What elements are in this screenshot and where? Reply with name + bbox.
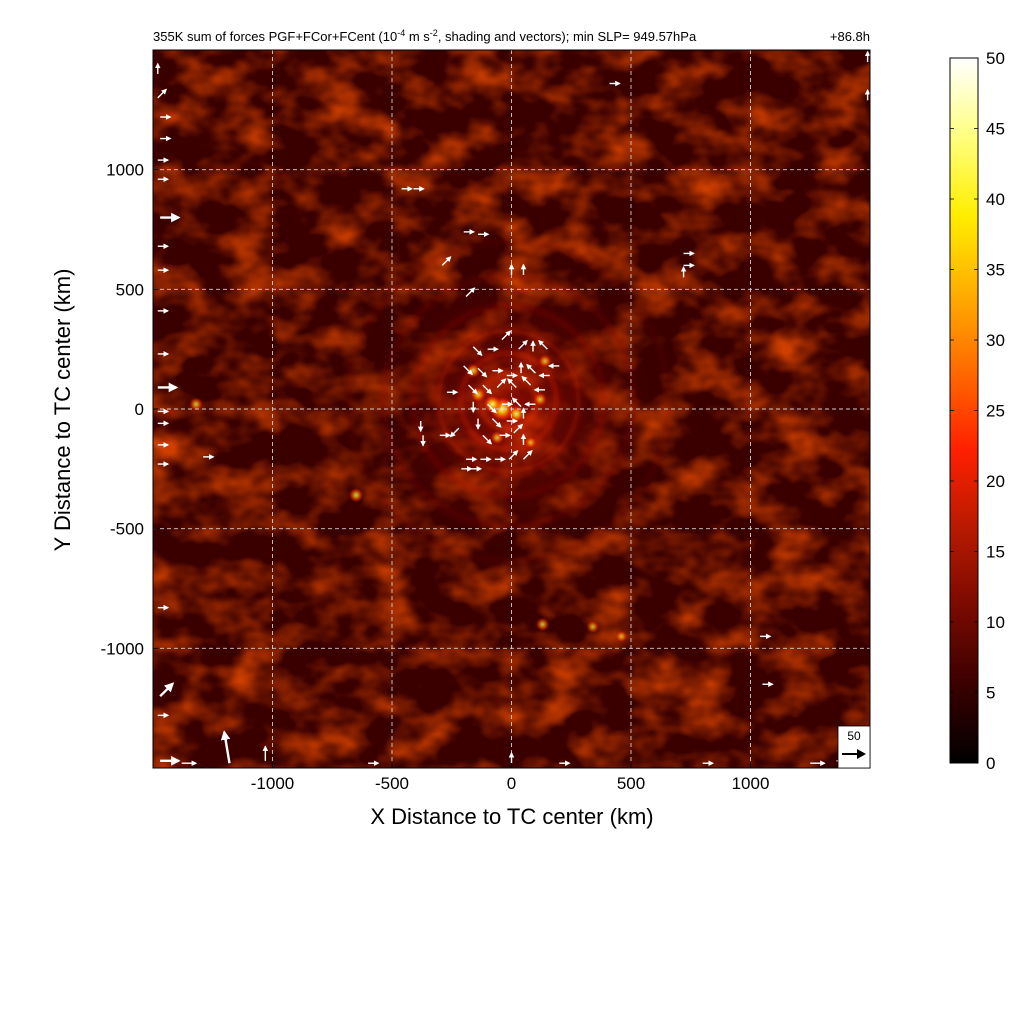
y-tick-label: 500 — [116, 280, 144, 299]
vector-field — [154, 50, 870, 767]
hotspot — [482, 394, 502, 414]
storm-ring — [382, 275, 635, 527]
hotspot — [189, 397, 203, 412]
title-exponent-1: -4 — [397, 28, 405, 38]
force-vector — [465, 287, 476, 298]
x-axis-label: X Distance to TC center (km) — [370, 804, 653, 829]
force-vector — [482, 434, 493, 445]
reference-vector-box: 50 — [837, 725, 871, 769]
x-axis: -1000 -500 0 500 1000 — [251, 763, 770, 793]
force-vector — [511, 397, 522, 408]
colorbar-tick-label: 10 — [986, 613, 1005, 632]
hotspot — [507, 404, 526, 423]
force-vector — [159, 682, 175, 698]
reference-vector-arrow — [842, 749, 866, 759]
reference-vector-label: 50 — [847, 729, 861, 743]
force-vector — [522, 450, 533, 460]
force-vector — [472, 346, 483, 357]
hotspot — [535, 617, 550, 632]
force-vector — [157, 88, 168, 99]
force-vector — [467, 384, 478, 395]
y-tick-label: 0 — [135, 400, 144, 419]
y-tick-label: 1000 — [106, 161, 144, 180]
colorbar-tick-label: 20 — [986, 472, 1005, 491]
colorbar-tick-label: 0 — [986, 754, 995, 773]
force-vector — [463, 365, 473, 376]
chart-title: 355K sum of forces PGF+FCor+FCent (10-4 … — [153, 28, 697, 44]
force-vector — [496, 378, 507, 388]
colorbar-tick-label: 5 — [986, 684, 995, 703]
hotspot — [524, 436, 537, 449]
storm-ring — [412, 305, 605, 497]
force-vector — [220, 730, 231, 764]
force-vector — [441, 256, 452, 266]
colorbar-tick-label: 45 — [986, 120, 1005, 139]
force-vector — [449, 427, 460, 438]
x-tick-label: -1000 — [251, 774, 294, 793]
x-tick-label: -500 — [375, 774, 409, 793]
hotspot — [490, 430, 505, 445]
title-exponent-2: -2 — [430, 28, 438, 38]
force-vector — [477, 367, 488, 378]
force-vector — [538, 339, 548, 350]
force-vector — [491, 418, 502, 428]
hotspot — [615, 630, 628, 643]
grid — [153, 50, 870, 768]
force-vector — [508, 450, 519, 460]
time-label: +86.8h — [830, 29, 870, 44]
force-vector — [526, 363, 536, 374]
force-vector — [482, 384, 493, 395]
colorbar-tick-label: 40 — [986, 190, 1005, 209]
y-axis: 1000 500 0 -500 -1000 — [101, 161, 158, 658]
storm-ring — [347, 240, 670, 562]
storm-ring — [459, 351, 558, 451]
force-vector — [521, 375, 532, 386]
x-tick-label: 1000 — [732, 774, 770, 793]
force-vector — [501, 330, 512, 341]
colorbar-tick-label: 25 — [986, 402, 1005, 421]
title-part-2: m s — [405, 29, 430, 44]
force-vector — [487, 403, 497, 414]
title-part-1: 355K sum of forces PGF+FCor+FCent (10 — [153, 29, 397, 44]
colorbar-tick-label: 35 — [986, 261, 1005, 280]
force-vector — [513, 423, 524, 434]
colorbar-scale — [949, 57, 979, 764]
colorbar-tick-label: 50 — [986, 49, 1005, 68]
plot-area: 50 — [152, 49, 871, 769]
force-vector — [518, 339, 528, 350]
hotspot — [533, 392, 548, 407]
colorbar-tick-label: 15 — [986, 543, 1005, 562]
y-tick-label: -1000 — [101, 639, 144, 658]
y-tick-label: -500 — [110, 520, 144, 539]
title-part-3: , shading and vectors); min SLP= 949.57h… — [438, 29, 697, 44]
x-tick-label: 500 — [617, 774, 645, 793]
x-tick-label: 0 — [507, 774, 516, 793]
colorbar: 0 5 10 15 20 25 30 35 40 45 50 — [949, 49, 1005, 773]
y-axis-label: Y Distance to TC center (km) — [50, 269, 75, 552]
force-vector — [507, 378, 517, 388]
colorbar-tick-label: 30 — [986, 331, 1005, 350]
hotspot — [586, 620, 600, 634]
hotspot — [348, 487, 364, 503]
